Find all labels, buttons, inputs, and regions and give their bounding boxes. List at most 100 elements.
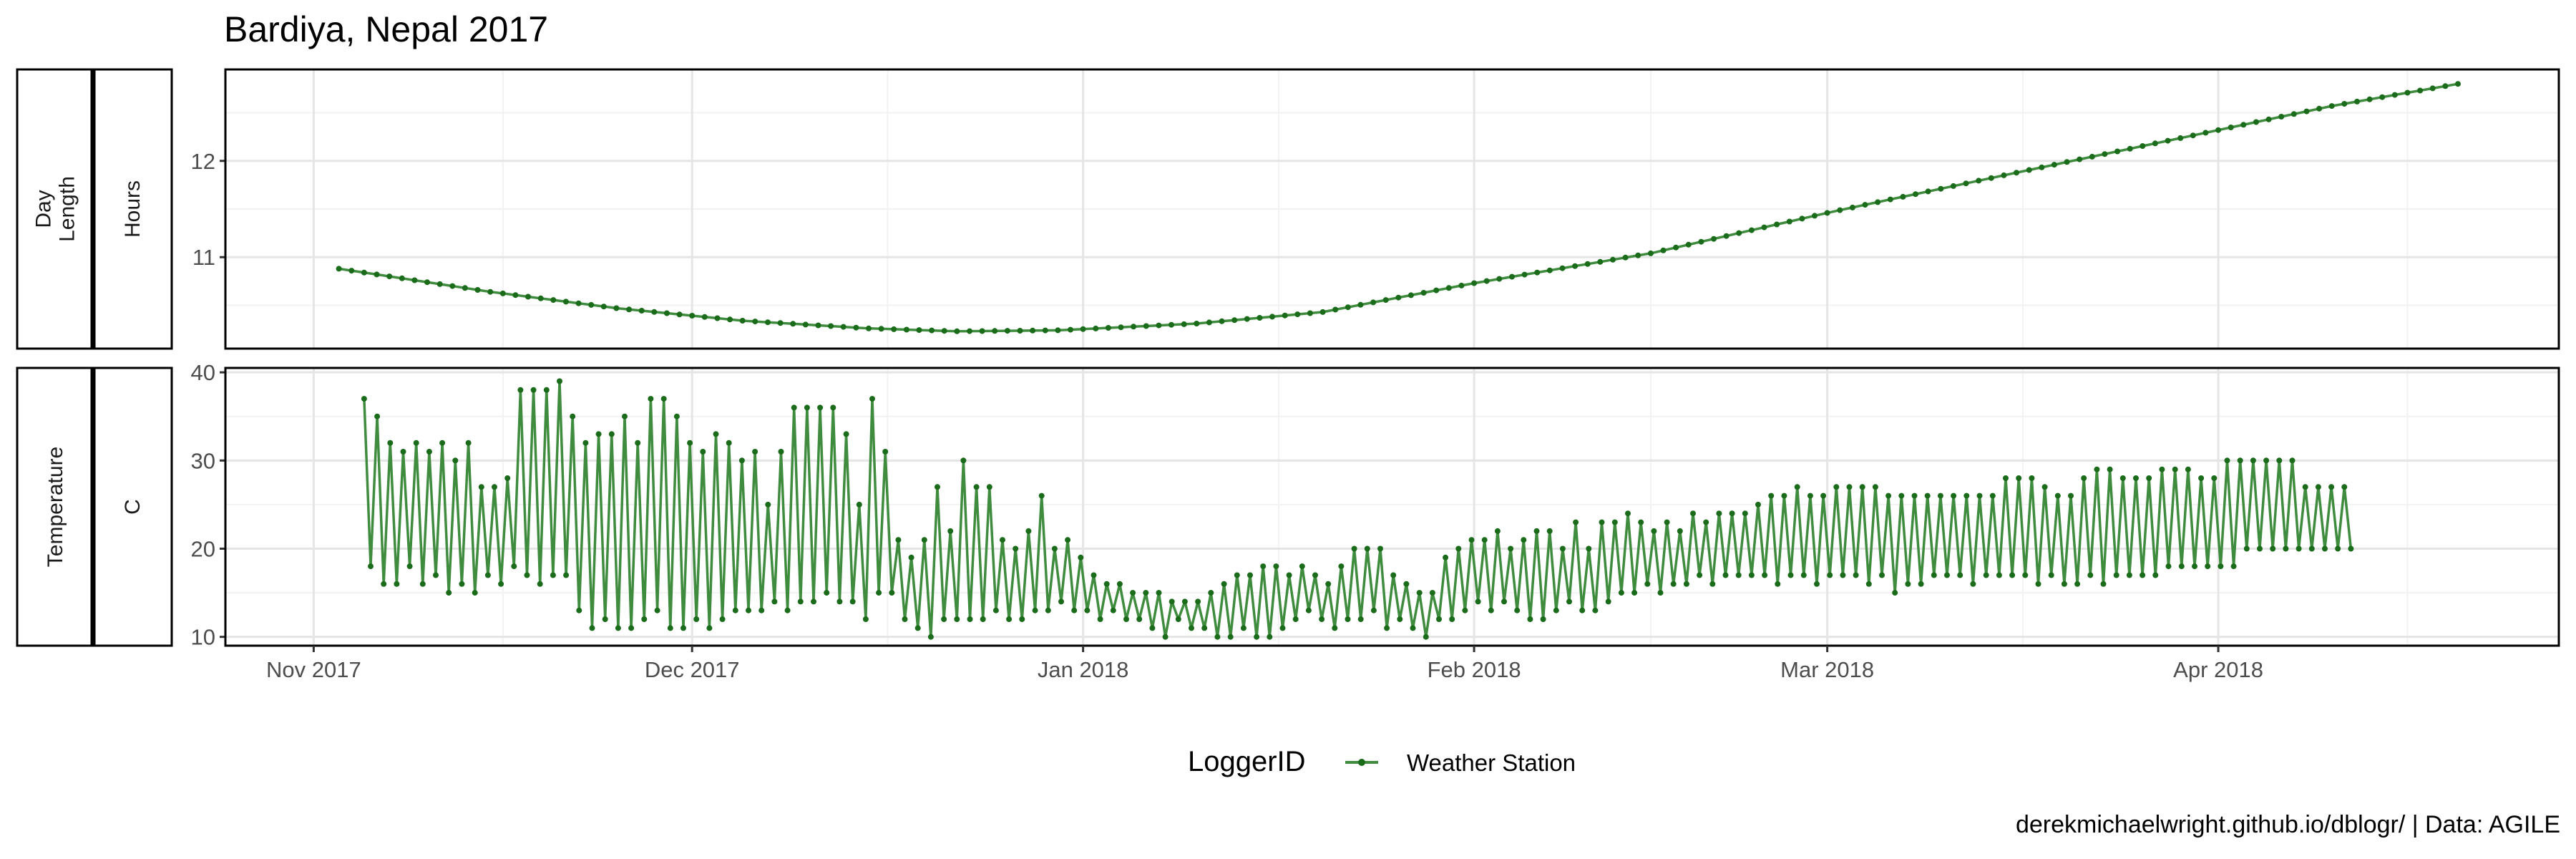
data-point bbox=[1208, 590, 1214, 596]
data-point bbox=[615, 625, 621, 631]
data-point bbox=[1622, 254, 1629, 261]
data-point bbox=[680, 625, 686, 631]
data-point bbox=[2140, 143, 2146, 149]
data-point bbox=[1768, 492, 1775, 499]
data-point bbox=[876, 590, 882, 596]
data-point bbox=[1527, 616, 1533, 622]
data-point bbox=[2035, 581, 2041, 587]
data-point bbox=[727, 316, 733, 323]
data-point bbox=[1130, 590, 1136, 596]
data-point bbox=[1736, 230, 1742, 236]
data-point bbox=[849, 598, 856, 605]
data-point bbox=[446, 590, 452, 596]
data-point bbox=[498, 581, 504, 587]
data-point bbox=[1799, 215, 1805, 222]
data-point bbox=[2159, 466, 2165, 472]
data-point bbox=[765, 501, 771, 508]
data-point bbox=[2074, 581, 2081, 587]
data-point bbox=[1136, 616, 1143, 622]
data-point bbox=[1651, 528, 1657, 534]
data-point bbox=[1345, 616, 1351, 622]
data-point bbox=[929, 327, 935, 334]
data-point bbox=[543, 387, 550, 393]
data-point bbox=[433, 572, 439, 578]
data-point bbox=[1410, 625, 1416, 631]
data-point bbox=[1670, 581, 1677, 587]
data-point bbox=[2341, 484, 2348, 490]
data-point bbox=[1000, 537, 1005, 543]
data-point bbox=[1865, 581, 1872, 587]
data-point bbox=[1775, 581, 1781, 587]
data-point bbox=[980, 616, 986, 622]
data-point bbox=[866, 325, 872, 331]
data-point bbox=[2165, 137, 2171, 144]
data-point bbox=[499, 290, 506, 296]
data-point bbox=[651, 309, 658, 315]
data-point bbox=[1156, 590, 1162, 596]
y-tick-label: 20 bbox=[191, 537, 215, 562]
data-point bbox=[941, 616, 947, 622]
data-point bbox=[1091, 572, 1097, 578]
data-point bbox=[2404, 89, 2411, 96]
data-point bbox=[638, 308, 645, 314]
data-point bbox=[2114, 148, 2121, 155]
panel-day-length: 11 12 bbox=[191, 68, 2560, 350]
data-point bbox=[1496, 276, 1503, 282]
data-point bbox=[1988, 175, 1994, 181]
data-point bbox=[1540, 616, 1546, 622]
data-point bbox=[878, 326, 884, 332]
data-point bbox=[613, 305, 620, 311]
facet-strips: Day Length Hours Temperature C bbox=[16, 68, 173, 647]
data-point bbox=[1762, 572, 1768, 578]
data-point bbox=[2126, 572, 2132, 578]
data-point bbox=[1703, 519, 1709, 525]
data-point bbox=[1996, 572, 2002, 578]
data-point bbox=[600, 304, 607, 310]
legend-key-point bbox=[1358, 759, 1365, 766]
data-point bbox=[889, 590, 895, 596]
data-point bbox=[2014, 170, 2019, 176]
data-point bbox=[2322, 545, 2328, 552]
data-point bbox=[582, 440, 589, 446]
data-point bbox=[1449, 616, 1455, 622]
data-point bbox=[1299, 563, 1305, 570]
data-point bbox=[1234, 572, 1240, 578]
data-point bbox=[2061, 581, 2067, 587]
data-point bbox=[1156, 322, 1162, 329]
data-point bbox=[1051, 545, 1058, 552]
data-point bbox=[2379, 94, 2386, 100]
data-point bbox=[1420, 290, 1427, 296]
data-point bbox=[1872, 484, 1878, 490]
x-tick-label: Mar 2018 bbox=[1780, 657, 1874, 682]
data-point bbox=[1938, 185, 1944, 192]
data-point bbox=[1169, 321, 1174, 328]
data-point bbox=[1970, 581, 1976, 587]
data-point bbox=[1509, 273, 1515, 280]
data-point bbox=[1004, 328, 1010, 334]
data-point bbox=[1723, 233, 1729, 239]
data-point bbox=[1781, 492, 1787, 499]
data-point bbox=[1900, 193, 1906, 200]
data-point bbox=[1071, 607, 1078, 613]
data-point bbox=[992, 328, 998, 334]
data-point bbox=[1279, 625, 1286, 631]
data-point bbox=[472, 590, 478, 596]
data-point bbox=[689, 313, 696, 319]
data-point bbox=[635, 440, 641, 446]
data-point bbox=[853, 324, 859, 331]
data-point bbox=[1080, 326, 1086, 332]
data-point bbox=[487, 288, 494, 295]
data-point bbox=[2127, 145, 2133, 152]
data-point bbox=[1195, 598, 1201, 605]
data-point bbox=[1013, 545, 1019, 552]
data-point bbox=[1475, 598, 1481, 605]
data-point bbox=[2022, 572, 2029, 578]
data-point bbox=[648, 396, 654, 402]
data-point bbox=[2328, 484, 2335, 490]
data-point bbox=[602, 616, 608, 622]
data-point bbox=[2133, 475, 2139, 481]
data-point bbox=[1508, 545, 1514, 552]
data-point bbox=[1390, 572, 1397, 578]
data-point bbox=[400, 449, 406, 455]
data-point bbox=[374, 271, 380, 278]
